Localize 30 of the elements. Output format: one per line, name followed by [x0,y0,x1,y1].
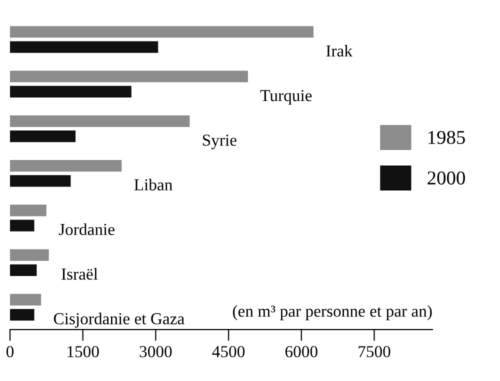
bar [10,160,122,172]
x-axis-title: (en m³ par personne et par an) [232,305,432,320]
y-tick-label: Liban [134,178,172,190]
bar [10,86,132,98]
y-tick-label: Syrie [202,134,236,150]
legend-label: 1985 [428,130,465,144]
x-tick-label: 0 [6,346,14,358]
x-tick-label: 3000 [140,346,172,358]
bar [10,294,42,306]
y-tick-label: Turquie [260,90,312,105]
legend-label: 2000 [428,171,465,185]
y-tick-label: Irak [326,44,352,57]
bar [10,70,248,82]
bar [10,309,34,321]
x-tick-label: 7500 [358,346,390,358]
x-tick-label: 6000 [285,346,318,358]
bar [10,175,71,187]
y-tick-label: Jordanie [58,223,114,236]
bar [10,26,314,38]
y-tick-label: Israël [62,268,98,280]
bar [10,115,190,127]
bar [10,249,49,261]
bar [10,41,158,53]
x-tick-label: 4500 [212,346,245,358]
x-tick-label: 1500 [68,346,99,358]
y-tick-label: Cisjordanie et Gaza [54,312,184,328]
bar [10,204,46,216]
bar [10,264,37,276]
bar [10,130,76,142]
bar [10,220,34,232]
